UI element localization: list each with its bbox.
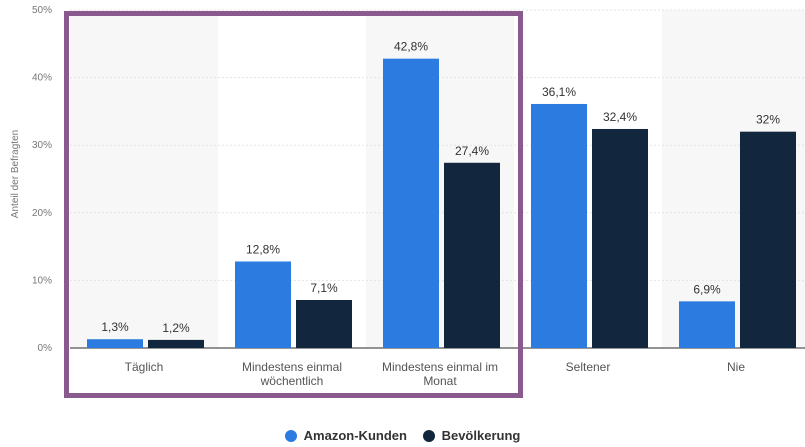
data-label-amazon-kunden-1: 12,8% — [246, 242, 280, 256]
category-label-4-0: Nie — [727, 360, 745, 374]
legend-swatch-bevoelkerung — [422, 429, 435, 442]
bar-bevoelkerung-1[interactable] — [296, 300, 352, 348]
data-label-amazon-kunden-0: 1,3% — [101, 320, 129, 334]
category-band-0 — [70, 10, 218, 348]
data-label-bevoelkerung-3: 32,4% — [603, 110, 637, 124]
bar-amazon-kunden-4[interactable] — [679, 301, 735, 348]
bar-amazon-kunden-0[interactable] — [87, 339, 143, 348]
category-label-1-1: wöchentlich — [260, 374, 324, 388]
category-label-2-1: Monat — [423, 374, 457, 388]
data-label-bevoelkerung-4: 32% — [756, 113, 780, 127]
category-label-0-0: Täglich — [125, 360, 164, 374]
y-tick-label-0: 0% — [38, 343, 53, 354]
data-label-bevoelkerung-2: 27,4% — [455, 144, 489, 158]
category-label-2-0: Mindestens einmal im — [382, 360, 498, 374]
legend-label-bevoelkerung: Bevölkerung — [441, 428, 521, 443]
data-label-bevoelkerung-0: 1,2% — [162, 321, 190, 335]
highlight-frame — [64, 11, 523, 398]
legend-item-amazon-kunden[interactable]: Amazon-Kunden — [284, 428, 407, 443]
category-label-3-0: Seltener — [566, 360, 611, 374]
data-label-bevoelkerung-1: 7,1% — [310, 281, 338, 295]
category-label-1-0: Mindestens einmal — [242, 360, 342, 374]
y-tick-label-10: 10% — [32, 275, 52, 286]
y-tick-label-50: 50% — [32, 5, 52, 16]
y-tick-label-20: 20% — [32, 208, 52, 219]
data-label-amazon-kunden-3: 36,1% — [542, 85, 576, 99]
bar-amazon-kunden-3[interactable] — [531, 103, 587, 349]
data-label-amazon-kunden-2: 42,8% — [394, 40, 428, 54]
y-tick-label-30: 30% — [32, 140, 52, 151]
bar-bevoelkerung-2[interactable] — [444, 162, 500, 348]
bar-amazon-kunden-1[interactable] — [235, 261, 291, 348]
bar-bevoelkerung-0[interactable] — [148, 339, 204, 348]
bar-bevoelkerung-4[interactable] — [740, 131, 796, 348]
y-tick-label-40: 40% — [32, 73, 52, 84]
legend-label-amazon-kunden: Amazon-Kunden — [303, 428, 407, 443]
legend-swatch-amazon-kunden — [284, 429, 297, 442]
data-label-amazon-kunden-4: 6,9% — [693, 282, 721, 296]
bar-bevoelkerung-3[interactable] — [592, 128, 648, 348]
legend-item-bevoelkerung[interactable]: Bevölkerung — [422, 428, 521, 443]
legend: Amazon-Kunden Bevölkerung — [0, 428, 805, 445]
bar-amazon-kunden-2[interactable] — [383, 58, 439, 349]
y-axis-label: Anteil der Befragten — [10, 130, 21, 218]
